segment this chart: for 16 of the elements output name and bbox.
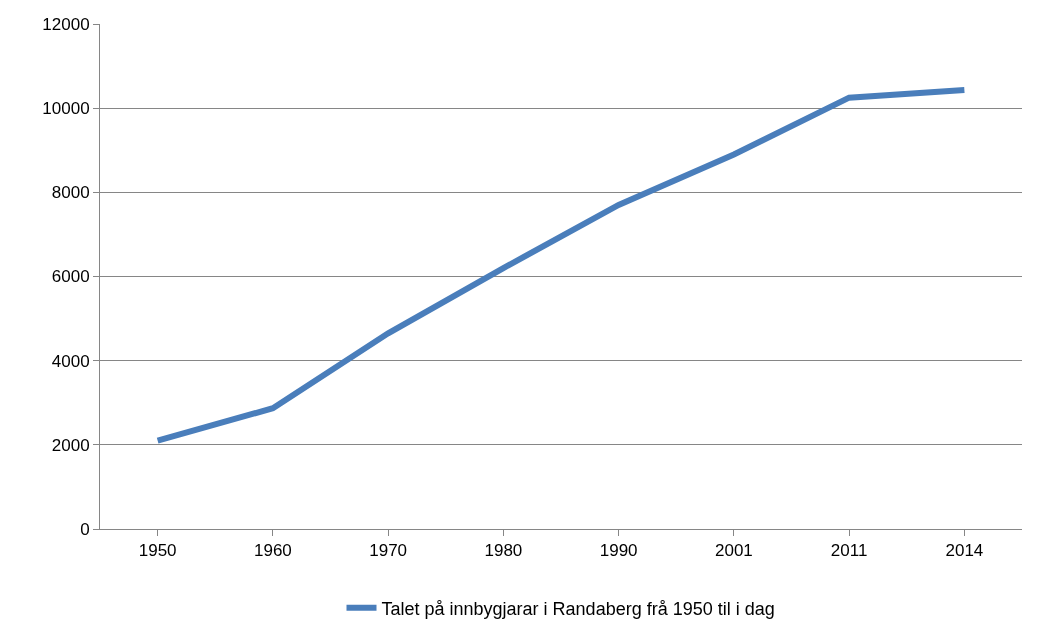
y-tick-label: 10000 [42,99,90,119]
legend-label: Talet på innbygjarar i Randaberg frå 1950 til i dag [381,598,775,619]
x-tick-label: 2014 [945,541,984,561]
y-tick-label: 8000 [51,183,90,203]
x-tick-label: 2011 [830,541,868,561]
x-tick-label: 1970 [369,541,408,561]
y-tick-label: 4000 [51,351,90,371]
x-tick-label: 1950 [138,541,177,561]
y-tick-label: 2000 [51,435,90,455]
x-tick-label: 1960 [253,541,292,561]
y-tick-label: 0 [80,519,90,539]
x-tick-label: 1980 [484,541,523,561]
y-tick-label: 6000 [51,267,90,287]
y-tick-label: 12000 [42,14,90,34]
x-tick-label: 2001 [714,541,753,561]
x-tick-label: 1990 [599,541,638,561]
